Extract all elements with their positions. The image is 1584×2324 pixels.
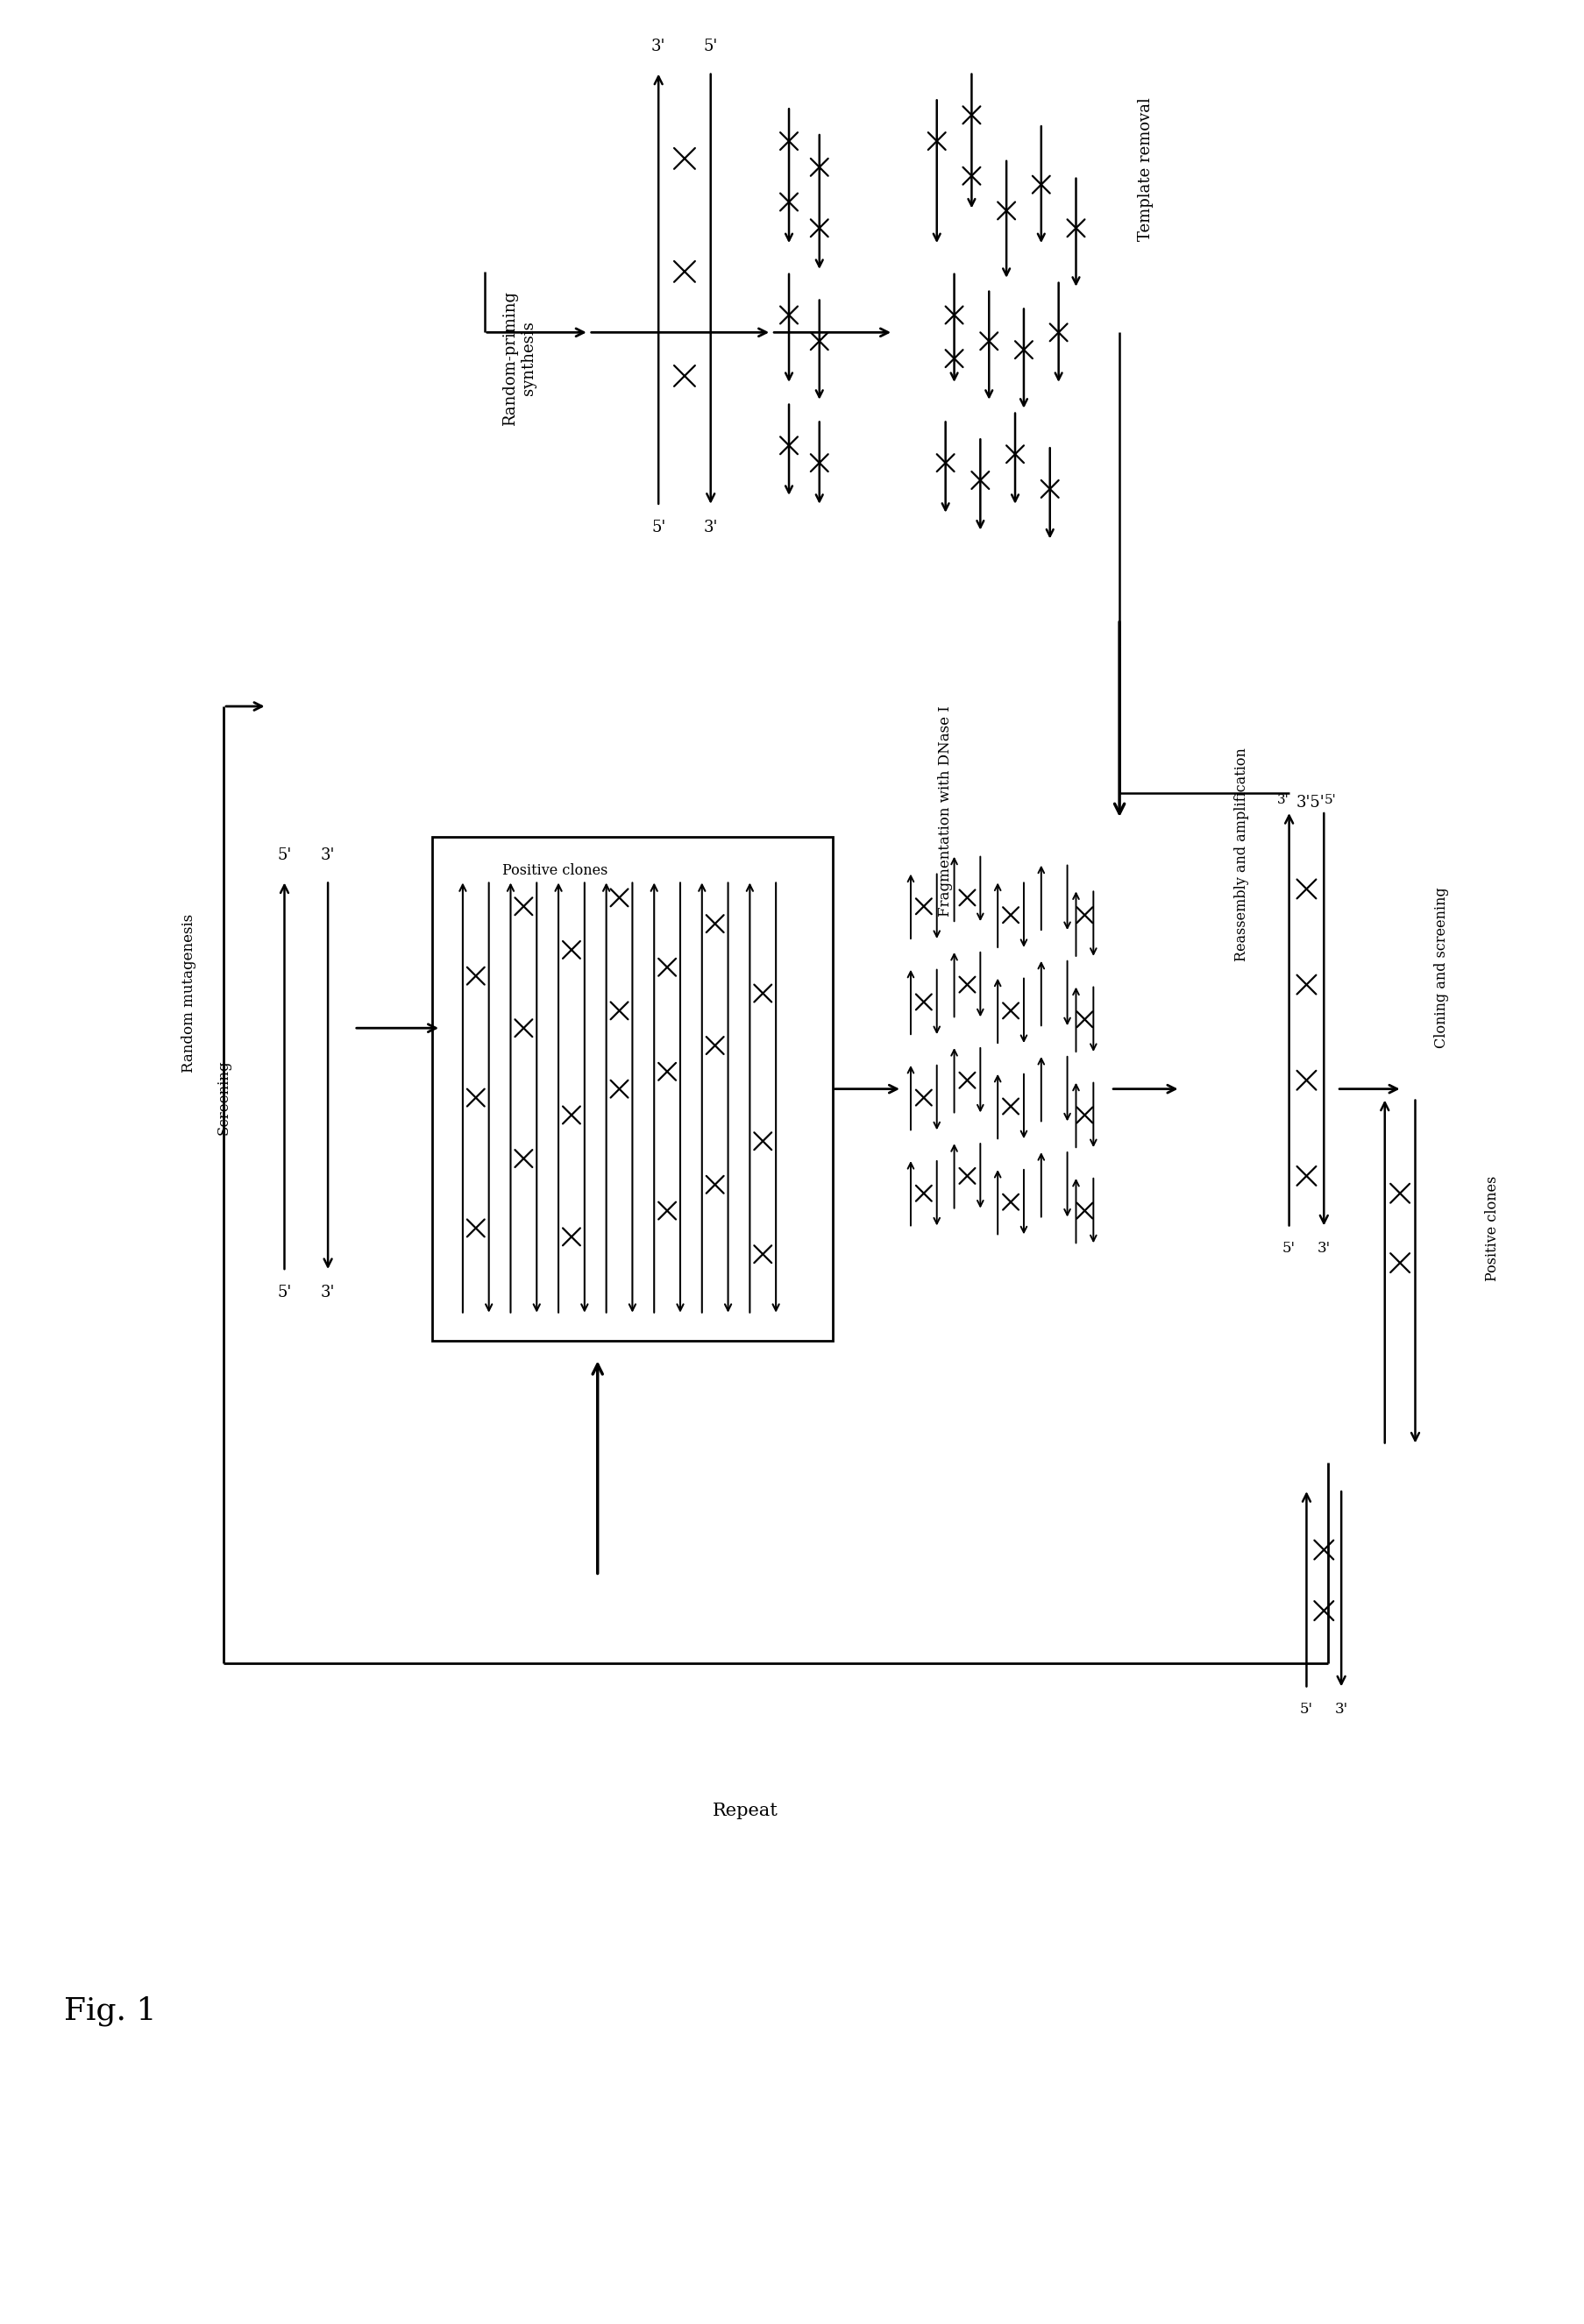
Text: 5': 5' [277, 846, 291, 862]
Text: 3': 3' [320, 846, 336, 862]
Bar [432, 837, 833, 1341]
Text: 3'5': 3'5' [1297, 795, 1326, 811]
Text: Fragmentation with DNase I: Fragmentation with DNase I [938, 704, 954, 916]
Text: 3': 3' [651, 40, 665, 53]
Text: 3': 3' [1277, 795, 1289, 806]
Text: 3': 3' [1318, 1241, 1331, 1255]
Text: 3': 3' [320, 1285, 336, 1301]
Text: 5': 5' [1324, 795, 1335, 806]
Text: 3': 3' [703, 518, 718, 535]
Text: 3': 3' [1335, 1701, 1348, 1717]
Text: Positive clones: Positive clones [1484, 1176, 1500, 1281]
Text: Positive clones: Positive clones [502, 862, 607, 878]
Text: Reassembly and amplification: Reassembly and amplification [1234, 748, 1248, 962]
Text: Cloning and screening: Cloning and screening [1434, 888, 1449, 1048]
Text: 5': 5' [277, 1285, 291, 1301]
Text: 5': 5' [651, 518, 665, 535]
Text: Random-priming
synthesis: Random-priming synthesis [502, 290, 537, 425]
Text: Repeat: Repeat [713, 1803, 778, 1820]
Text: Template removal: Template removal [1137, 98, 1153, 242]
Text: 5': 5' [703, 40, 718, 53]
Text: Random mutagenesis: Random mutagenesis [181, 913, 196, 1074]
Text: Screening: Screening [215, 1060, 231, 1134]
Text: Fig. 1: Fig. 1 [65, 1996, 157, 2027]
Text: 5': 5' [1300, 1701, 1313, 1717]
Text: 5': 5' [1283, 1241, 1296, 1255]
